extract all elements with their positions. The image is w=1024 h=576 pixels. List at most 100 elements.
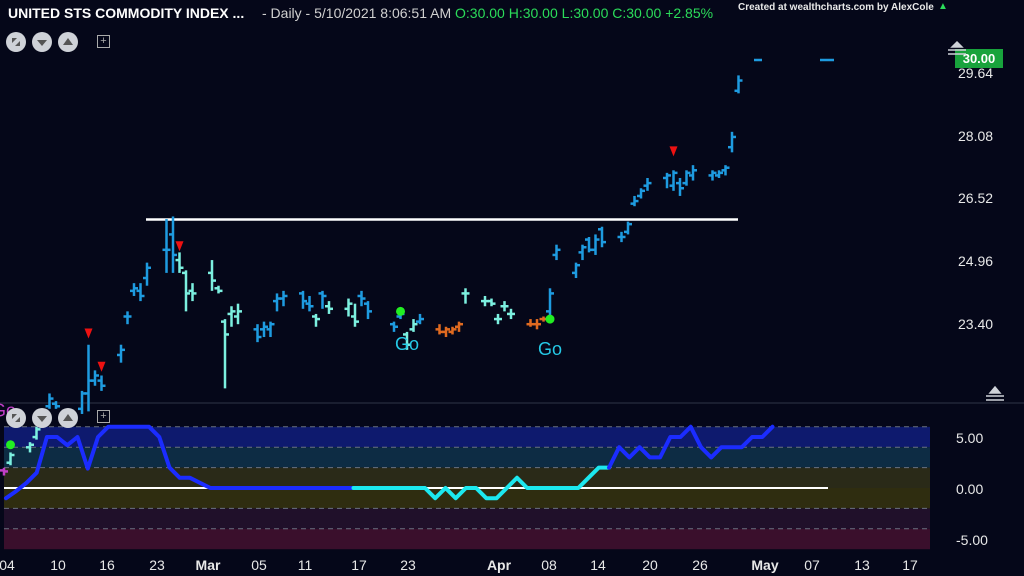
oscillator-bands [0,402,1024,550]
ohlc-bar-2021-05-14 [643,177,652,191]
x-tick-label: 04 [0,557,15,573]
osc-band-5 [4,528,930,550]
ohlc-bar-2021-02-04 [0,467,8,476]
countertrend-arrow-icon-9 [669,146,678,157]
change-percent: +2.85% [665,5,714,21]
countertrend-arrow-icon-8 [175,241,184,252]
credit-text: Created at wealthcharts.com by AlexCole [738,2,934,13]
ohlc-bar-2021-04-14 [448,326,457,335]
osc-line-segment-2 [607,424,775,470]
ohlc-bar-2021-05-10 [617,231,626,243]
osc-band-3 [4,488,930,509]
ohlc-bar-2021-05-13 [637,188,645,199]
ohlc-bar-2021-03-08 [208,260,216,291]
low-value: L:30.00 [561,5,609,21]
x-tick-label: 11 [298,557,313,573]
price-tick-label: 29.64 [958,65,993,81]
ohlc-bar-2021-05-17 [663,172,671,189]
ohlc-bar-2021-03-30 [351,303,359,327]
ohlc-bar-2021-03-03 [175,252,184,273]
osc-line-segment-0 [4,424,356,501]
oscillator-lines [4,424,828,501]
osc-tick-label: -5.00 [956,532,988,548]
countertrend-arrow-icon-7 [97,361,106,372]
x-tick-label: 05 [251,557,267,573]
last-price-badge: 30.00 [955,49,1003,68]
price-axis-labels: 29.64 28.08 26.52 24.96 23.40 [958,65,993,332]
add-indicator-icon[interactable]: + [97,35,110,48]
go-signal-dot-0 [6,440,15,450]
osc-pane-menu-icon[interactable] [984,385,1006,405]
osc-band-0 [4,426,930,448]
pane-down-icon[interactable] [32,32,52,52]
instrument-title: UNITED STS COMMODITY INDEX ... [8,5,245,21]
x-tick-label: Apr [487,557,512,573]
high-value: H:30.00 [508,5,558,21]
x-tick-label: 17 [902,557,918,573]
ohlc-bar-2021-05-27 [728,131,736,153]
ohlc-bar-2021-05-03 [572,262,580,279]
oscillator-axis-labels: 5.00 0.00 -5.00 [956,430,988,548]
ohlc-bar-2021-03-05 [188,283,197,302]
ohlc-bar-2021-05-07 [598,226,606,248]
pane-up-icon[interactable] [58,32,78,52]
ohlc-bar-2021-03-09 [214,285,223,294]
expand-osc-pane-icon[interactable] [6,408,26,428]
ohlc-bar-2021-04-22 [500,301,509,312]
ohlc-bar-2021-02-23 [123,311,132,325]
osc-pane-up-icon[interactable] [58,408,78,428]
x-axis-labels: 04 10 16 23 Mar 05 11 17 23 Apr 08 14 20 26 May 07 13 17 [0,557,918,573]
x-tick-label: 23 [149,557,165,573]
ohlc-bar-2021-05-19 [676,177,684,196]
x-tick-label: 14 [590,557,606,573]
ohlc-bar-2021-02-26 [143,262,151,286]
x-tick-label: 08 [541,557,557,573]
change-up-arrow-icon: ▲ [938,1,948,12]
ohlc-bar-2021-02-25 [136,283,145,302]
ohlc-bar-2021-04-23 [507,308,515,320]
add-osc-indicator-icon[interactable]: + [97,410,110,423]
osc-band-4 [4,508,930,529]
price-tick-label: 28.08 [958,128,993,144]
x-tick-label: May [751,557,778,573]
ohlc-bar-2021-05-28 [734,75,743,94]
price-pane-menu-icon[interactable] [946,28,968,64]
x-tick-label: 16 [99,557,115,573]
price-tick-label: 26.52 [958,190,993,206]
ohlc-bar-2021-04-16 [461,288,470,304]
price-tick-label: 24.96 [958,253,993,269]
osc-tick-label: 5.00 [956,430,983,446]
ohlc-bar-2021-05-06 [591,234,600,255]
x-tick-label: 26 [692,557,708,573]
osc-pane-down-icon[interactable] [32,408,52,428]
ohlc-bar-2021-05-24 [708,170,717,181]
go-label-3: Go [395,334,419,354]
expand-pane-icon[interactable] [6,32,26,52]
ohlc-bar-2021-05-21 [689,165,697,181]
ohlc-bar-2021-05-26 [721,165,730,176]
ohlc-bar-2021-04-26 [526,319,535,327]
ohlc-bar-2021-05-25 [715,170,723,178]
ohlc-bar-2021-03-15 [253,324,262,343]
ohlc-bar-2021-02-05 [6,452,15,466]
ohlc-bar-2021-03-24 [312,313,320,327]
ohlc-bar-2021-02-11 [45,393,54,409]
ohlc-bar-2021-03-16 [260,321,268,338]
ohlc-bar-2021-02-22 [117,344,125,363]
ohlc-bar-2021-03-10 [221,319,229,389]
x-tick-label: Mar [196,557,221,573]
ohlc-bar-2021-03-29 [344,298,353,317]
go-signal-dot-1 [396,306,405,316]
open-value: O:30.00 [455,5,505,21]
osc-line-segment-1 [351,465,611,501]
ohlc-bar-2021-03-19 [279,290,288,307]
ohlc-bar-2021-02-19 [97,375,106,391]
ohlc-bar-2021-04-05 [390,321,398,332]
x-tick-label: 13 [854,557,870,573]
x-tick-label: 07 [804,557,820,573]
x-tick-label: 17 [351,557,367,573]
ohlc-bar-2021-05-12 [630,195,639,207]
ohlc-bar-2021-05-18 [669,170,678,191]
x-tick-label: 23 [400,557,416,573]
